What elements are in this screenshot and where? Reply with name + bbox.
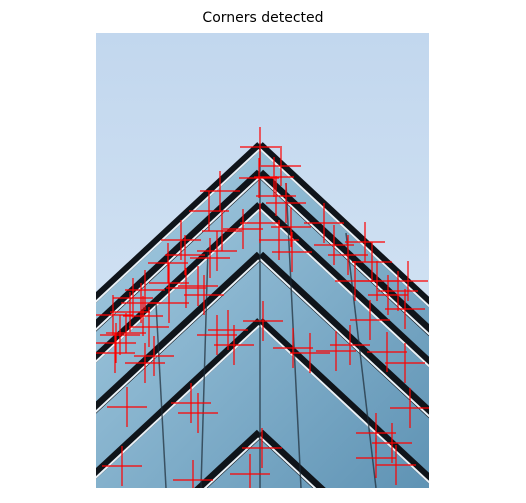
- corner-marker: [316, 331, 356, 371]
- frame-beam: [257, 202, 429, 368]
- corner-marker: [242, 428, 282, 468]
- corner-marker: [96, 333, 135, 373]
- mullion-line: [155, 302, 167, 488]
- corner-marker: [388, 261, 428, 301]
- corner-marker: [202, 211, 242, 251]
- corner-marker: [385, 289, 425, 329]
- frame-highlight: [96, 324, 261, 479]
- mullion-line: [345, 232, 377, 488]
- corner-marker: [113, 278, 153, 318]
- corner-marker: [314, 225, 354, 265]
- corner-marker: [243, 301, 283, 341]
- corner-marker: [96, 323, 136, 363]
- frame-highlight: [259, 436, 317, 488]
- corner-marker: [200, 171, 240, 211]
- corner-marker: [256, 176, 296, 216]
- frame-highlight: [96, 208, 261, 363]
- corner-marker: [254, 157, 294, 197]
- corner-marker: [368, 275, 408, 315]
- corner-marker: [272, 232, 312, 272]
- frame-beam: [96, 202, 263, 363]
- corner-marker: [376, 445, 416, 485]
- frame-highlight: [203, 436, 261, 488]
- corner-marker: [240, 203, 280, 243]
- corner-marker: [328, 235, 368, 275]
- corner-marker: [290, 333, 330, 373]
- mullion-line: [200, 247, 209, 488]
- corner-marker: [304, 203, 344, 243]
- corner-marker: [173, 460, 213, 488]
- building-photo: [96, 33, 429, 488]
- corner-marker: [178, 393, 218, 433]
- corner-markers: [96, 127, 429, 488]
- corner-marker: [273, 328, 313, 368]
- corner-marker: [197, 231, 237, 271]
- corner-marker: [208, 310, 248, 350]
- frame-beam: [96, 142, 263, 303]
- frame-beam: [96, 251, 264, 414]
- corner-marker: [214, 325, 254, 365]
- corner-marker: [171, 383, 211, 423]
- corner-marker: [107, 387, 147, 427]
- corner-marker: [350, 300, 390, 340]
- frame-beam: [256, 169, 429, 337]
- plot-title: Corners detected: [202, 10, 324, 26]
- corner-marker: [161, 220, 201, 260]
- corner-marker: [240, 127, 280, 167]
- corner-marker: [197, 315, 237, 355]
- corner-marker: [190, 238, 230, 278]
- corner-marker: [261, 146, 301, 186]
- frame-beam: [96, 318, 263, 479]
- corner-marker: [372, 423, 412, 463]
- frame-beam: [257, 142, 429, 308]
- corner-marker: [148, 243, 188, 283]
- corner-marker: [134, 336, 174, 376]
- photo-panel: [96, 33, 429, 488]
- corner-marker: [378, 271, 418, 311]
- corner-marker: [125, 343, 165, 383]
- corner-marker: [100, 315, 140, 355]
- corner-marker: [184, 275, 224, 315]
- frame-highlight: [259, 176, 429, 336]
- frame-highlight: [96, 148, 261, 303]
- corner-marker: [356, 438, 396, 478]
- frame-highlight: [96, 176, 261, 331]
- corner-marker: [385, 343, 425, 383]
- corner-marker: [106, 313, 146, 353]
- corner-marker: [123, 296, 163, 336]
- corner-marker: [230, 454, 270, 488]
- corner-marker: [102, 446, 142, 486]
- corner-marker: [352, 242, 392, 282]
- corner-marker: [330, 325, 370, 365]
- corner-marker: [367, 332, 407, 372]
- corner-marker: [239, 158, 279, 198]
- frame-beam: [194, 429, 264, 488]
- corner-marker: [165, 235, 205, 275]
- frame-highlight: [96, 258, 261, 413]
- corner-marker: [266, 183, 306, 223]
- corner-marker: [166, 268, 206, 308]
- corner-marker: [223, 209, 263, 249]
- frame-beam: [256, 429, 326, 488]
- corner-marker: [178, 266, 218, 306]
- corner-marker: [129, 307, 169, 347]
- corner-marker: [390, 388, 429, 428]
